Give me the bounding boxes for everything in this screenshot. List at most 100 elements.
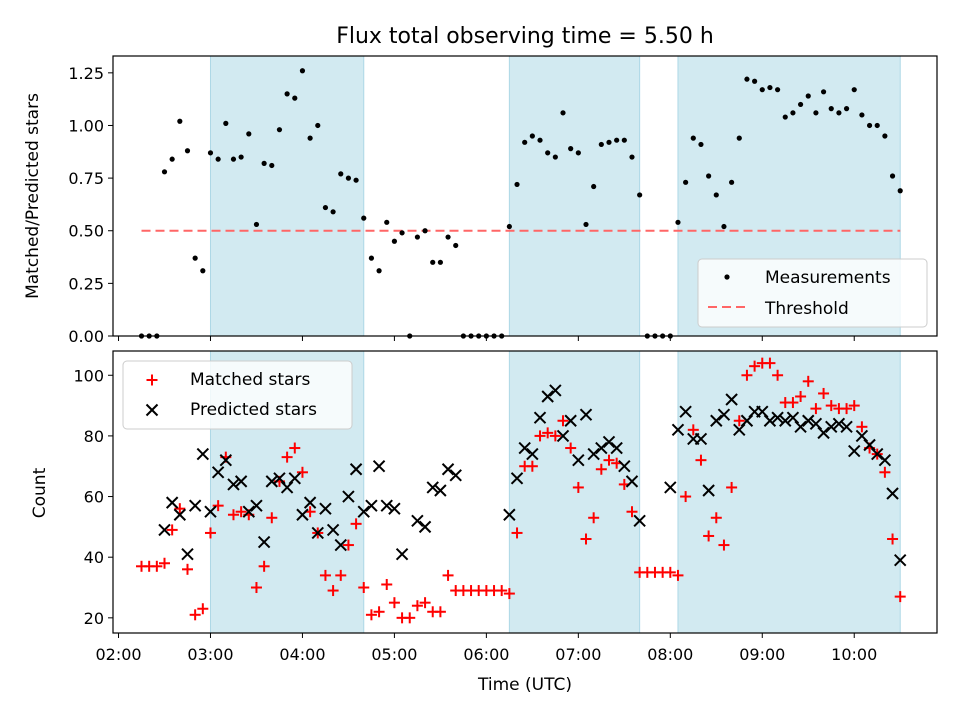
marker-stroke [664,481,677,494]
marker-stroke [196,447,210,461]
marker-stroke [579,408,593,421]
marker-stroke [717,408,731,421]
marker-stroke [763,414,777,427]
predicted-star-point [204,505,217,518]
x-tick-label: 10:00 [831,645,877,664]
marker-stroke [145,403,159,417]
marker-stroke [349,463,363,476]
marker-stroke [756,405,769,418]
predicted-star-point [702,484,715,497]
matched-star-point [818,387,830,399]
y-tick-label: 1.25 [68,64,104,83]
predicted-star-point [771,411,784,424]
legend-predicted-marker [145,403,159,417]
measurement-point [614,137,620,143]
matched-star-point [542,427,554,439]
marker-stroke [809,417,823,430]
measurement-point [276,127,283,133]
marker-stroke [242,505,256,518]
marker-stroke [372,460,386,473]
bottom-panel: 20 40 60 80 100 02:00 03:00 04:00 05:00 06:00 07:0… [30,350,938,695]
matched-star-point [718,539,730,551]
predicted-star-point [763,414,777,427]
matched-star-point [894,591,906,603]
predicted-star-point [625,475,639,488]
measurement-point [384,219,390,225]
predicted-star-point [288,472,301,485]
predicted-star-point [671,423,685,437]
predicted-star-point [533,411,547,424]
predicted-star-point [694,432,708,446]
predicted-star-point [664,481,677,494]
marker-stroke [740,414,754,427]
matched-star-point [733,415,745,427]
matched-star-point [197,603,209,615]
measurement-point [399,230,405,236]
top-axis-ticks: 0.00 0.25 0.50 0.75 1.00 1.25 [68,64,855,346]
matched-star-point [151,560,163,572]
predicted-star-point [894,554,907,567]
marker-stroke [510,472,524,485]
measurement-point [368,255,375,261]
matched-star-point [695,454,707,466]
matched-star-point [204,527,216,539]
measurement-point [545,150,551,156]
matched-star-point [181,563,193,575]
matched-star-point [825,400,837,412]
x-axis-label: Time (UTC) [477,675,572,695]
measurement-point [598,141,604,148]
predicted-star-point [188,499,202,512]
matched-star-point [388,597,400,609]
measurement-point [445,234,451,240]
marker-stroke [725,393,738,406]
marker-stroke [564,414,577,427]
figure-title: Flux total observing time = 5.50 h [336,24,714,49]
marker-stroke [694,432,708,446]
matched-star-point [496,585,508,597]
measurement-point [522,139,528,145]
predicted-star-point [449,469,462,482]
y-tick-label: 20 [84,609,104,628]
marker-stroke [817,426,830,440]
matched-star-point [266,512,278,524]
legend-measurements-label: Measurements [765,268,891,288]
predicted-star-point [802,414,815,427]
measurement-point [606,139,612,145]
measurement-point [537,137,543,143]
predicted-star-point [618,460,631,473]
marker-stroke [334,538,347,552]
matched-star-point [411,600,423,612]
matched-star-point [289,442,301,454]
y-tick-label: 80 [84,427,104,446]
marker-stroke [871,447,884,461]
matched-star-point [381,578,393,590]
measurement-point [675,219,681,225]
top-legend: Measurements Threshold [697,258,928,328]
y-tick-label: 0.50 [68,222,104,241]
bottom-legend-box [122,360,353,430]
measurement-point [161,169,168,175]
measurement-point [430,259,436,265]
marker-stroke [533,411,547,424]
matched-star-point [726,481,738,493]
marker-stroke [886,487,899,500]
marker-stroke [441,463,455,476]
matched-star-point [626,506,638,518]
marker-stroke [549,384,562,397]
predicted-star-point [740,414,754,427]
measurement-point [215,156,221,162]
measurement-point [269,162,275,169]
marker-stroke [702,484,715,497]
measurement-point [315,122,321,129]
matched-star-point [841,403,853,415]
predicted-star-point [579,408,593,421]
marker-stroke [388,502,401,515]
x-tick-label: 09:00 [739,645,785,664]
measurement-point [330,209,336,215]
marker-stroke [595,441,608,455]
marker-stroke [733,423,746,437]
predicted-star-point [572,453,585,467]
predicted-star-point [587,447,600,461]
marker-stroke [449,469,462,482]
matched-star-point [802,375,814,387]
